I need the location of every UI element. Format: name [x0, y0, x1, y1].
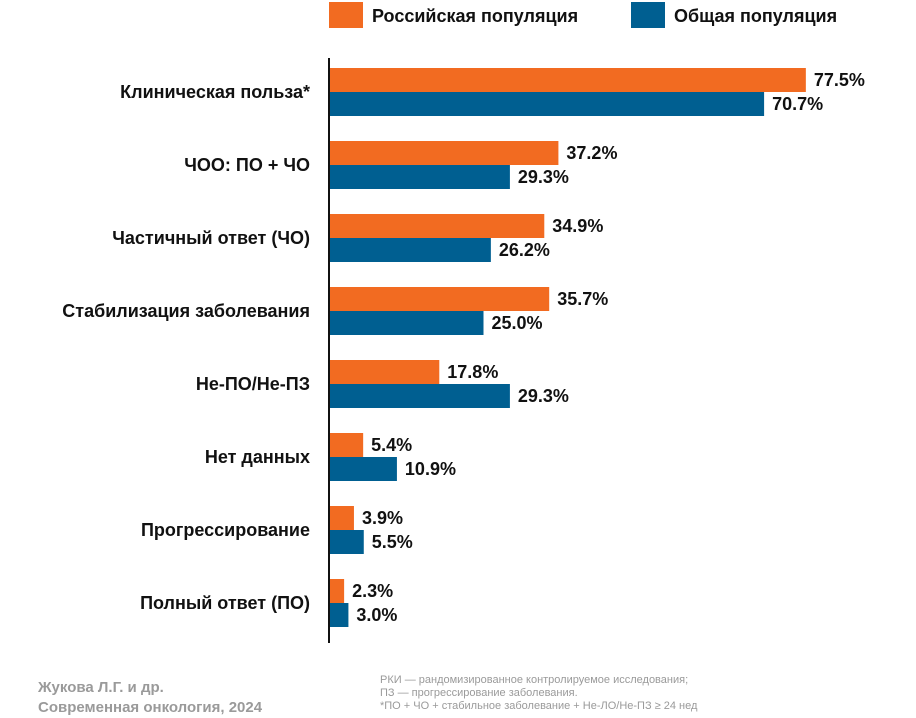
source-citation: Жукова Л.Г. и др. Современная онкология,… — [38, 678, 262, 718]
bar-general-4 — [330, 311, 484, 335]
bar-general-7 — [330, 530, 364, 554]
bar-russian-1 — [330, 68, 806, 92]
bar-general-1 — [330, 92, 765, 116]
value-label-russian-6: 5.4% — [371, 435, 412, 455]
category-label: Клиническая польза* — [120, 82, 310, 102]
bar-russian-5 — [330, 360, 440, 384]
bar-general-6 — [330, 457, 397, 481]
bar-general-3 — [330, 238, 491, 262]
bar-general-2 — [330, 165, 510, 189]
legend-label-2: Общая популяция — [674, 6, 837, 26]
labels-group: Клиническая польза* 77.5% 70.7% ЧОО: ПО + Ч… — [62, 70, 865, 625]
source-authors: Жукова Л.Г. и др. — [38, 679, 164, 696]
footnote-3: *ПО + ЧО + стабильное заболевание + Не-Л… — [380, 700, 698, 712]
legend: Российская популяция Общая популяция — [329, 2, 837, 28]
bar-russian-7 — [330, 506, 354, 530]
value-label-russian-8: 2.3% — [352, 581, 393, 601]
legend-swatch-2 — [631, 2, 665, 28]
bar-russian-4 — [330, 287, 550, 311]
category-label: Прогрессирование — [141, 520, 310, 540]
legend-swatch-1 — [329, 2, 363, 28]
value-label-general-3: 26.2% — [499, 240, 550, 260]
category-label: Частичный ответ (ЧО) — [112, 228, 310, 248]
value-label-russian-1: 77.5% — [814, 70, 865, 90]
bar-general-8 — [330, 603, 349, 627]
category-label: Стабилизация заболевания — [62, 301, 310, 321]
source-journal: Современная онкология, 2024 — [38, 699, 263, 716]
footnote-2: ПЗ — прогрессирование заболевания. — [380, 687, 578, 699]
bar-russian-2 — [330, 141, 559, 165]
value-label-general-4: 25.0% — [492, 313, 543, 333]
bar-russian-3 — [330, 214, 545, 238]
category-label: Полный ответ (ПО) — [140, 593, 310, 613]
footnote-1: РКИ — рандомизированное контролируемое и… — [380, 674, 689, 686]
bars-group — [330, 68, 806, 627]
category-label: ЧОО: ПО + ЧО — [184, 155, 310, 175]
legend-label-1: Российская популяция — [372, 6, 578, 26]
value-label-general-6: 10.9% — [405, 459, 456, 479]
value-label-general-2: 29.3% — [518, 167, 569, 187]
value-label-russian-5: 17.8% — [447, 362, 498, 382]
bar-russian-6 — [330, 433, 364, 457]
value-label-russian-3: 34.9% — [552, 216, 603, 236]
value-label-russian-4: 35.7% — [557, 289, 608, 309]
value-label-general-5: 29.3% — [518, 386, 569, 406]
value-label-russian-7: 3.9% — [362, 508, 403, 528]
value-label-general-7: 5.5% — [372, 532, 413, 552]
bar-russian-8 — [330, 579, 345, 603]
value-label-general-1: 70.7% — [772, 94, 823, 114]
footnotes: РКИ — рандомизированное контролируемое и… — [380, 674, 697, 713]
bar-chart: Российская популяция Общая популяция Клин… — [62, 2, 865, 643]
value-label-general-8: 3.0% — [356, 605, 397, 625]
category-label: Не-ПО/Не-ПЗ — [196, 374, 310, 394]
bar-general-5 — [330, 384, 510, 408]
value-label-russian-2: 37.2% — [566, 143, 617, 163]
category-label: Нет данных — [205, 447, 310, 467]
